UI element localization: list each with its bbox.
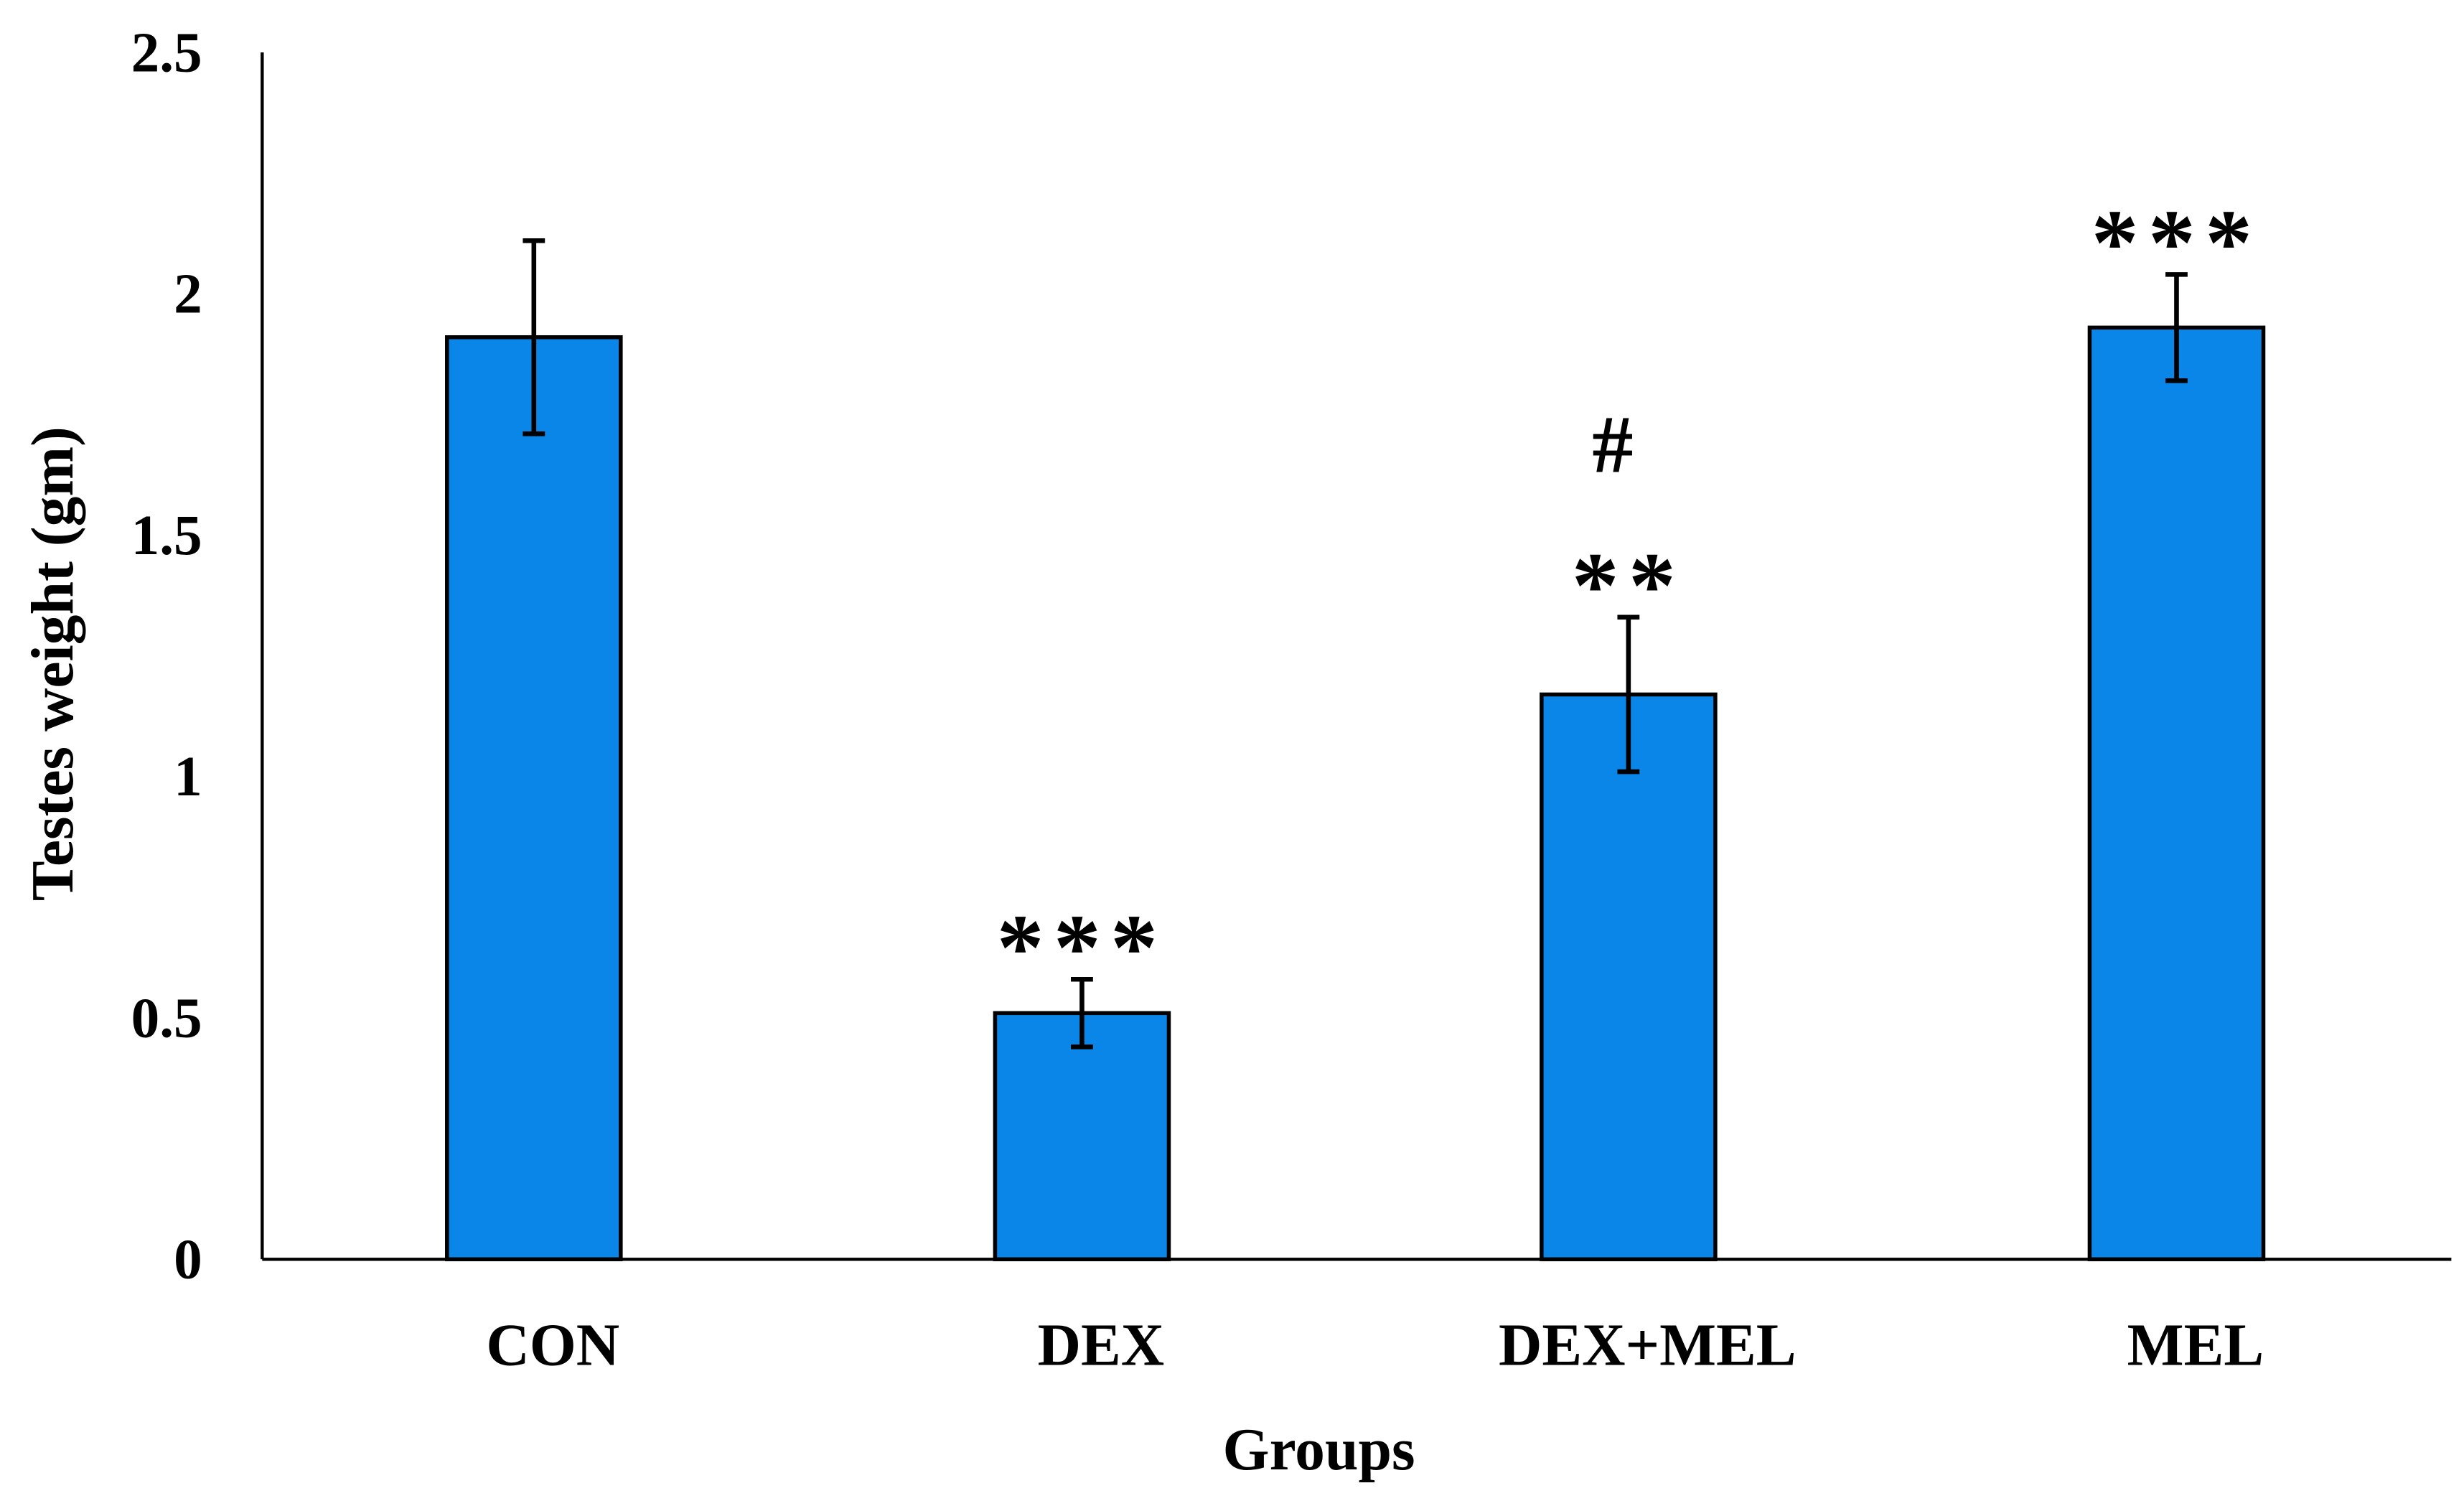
- x-tick-label: DEX+MEL: [1499, 1312, 1797, 1379]
- y-tick-labels: 0 0.5 1 1.5 2 2.5: [131, 21, 202, 1291]
- significance-annotation: ***: [997, 894, 1168, 1000]
- y-tick-label: 1: [174, 745, 202, 808]
- error-bar: [523, 238, 545, 436]
- y-tick-label: 2.5: [131, 21, 202, 84]
- x-tick-label: DEX: [1038, 1312, 1165, 1379]
- y-tick-label: 1.5: [131, 504, 202, 567]
- significance-annotation: ***: [2091, 190, 2262, 295]
- error-bar: [1617, 614, 1640, 775]
- y-tick-label: 2: [174, 263, 202, 326]
- y-tick-label: 0: [174, 1228, 202, 1291]
- x-tick-label: CON: [486, 1312, 619, 1379]
- x-tick-labels: CON DEX DEX+MEL MEL: [486, 1312, 2264, 1379]
- y-axis-label: Testes weight (gm): [19, 426, 86, 901]
- bar-mel: [2087, 325, 2266, 1262]
- x-tick-label: MEL: [2127, 1312, 2264, 1379]
- significance-annotation: **: [1572, 533, 1685, 638]
- error-bar: [2165, 272, 2188, 383]
- bar-con: [445, 335, 623, 1262]
- significance-annotation: #: [1592, 398, 1633, 490]
- bar-dex-mel: [1540, 692, 1718, 1262]
- bars-layer: *****#***: [445, 190, 2266, 1262]
- error-bar: [1071, 976, 1093, 1049]
- bar-dex: [993, 1011, 1171, 1262]
- x-axis-label: Groups: [1223, 1416, 1415, 1483]
- y-tick-label: 0.5: [131, 986, 202, 1049]
